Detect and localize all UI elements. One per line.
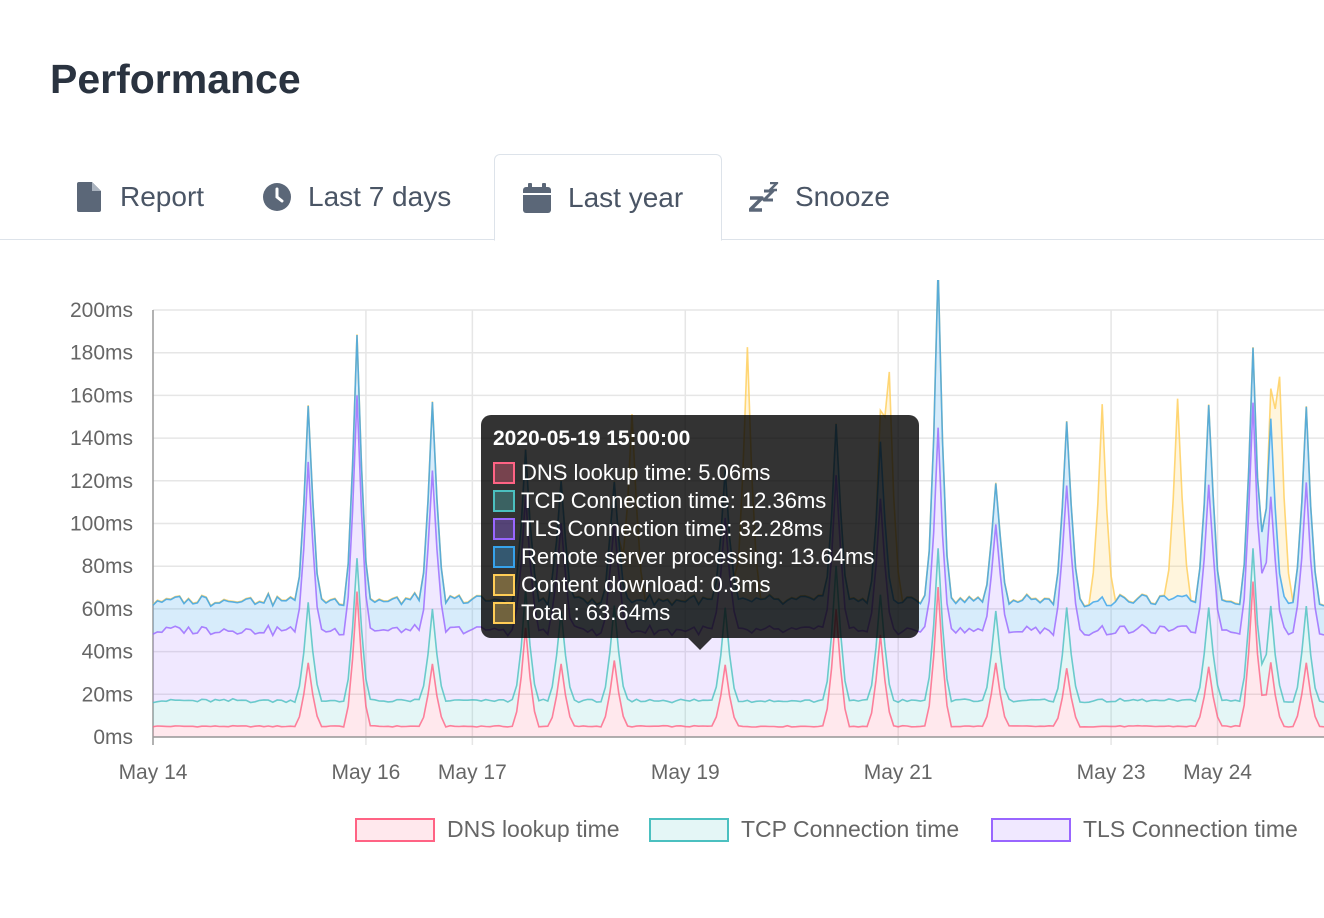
snooze-icon <box>749 182 779 212</box>
y-tick-label: 80ms <box>82 555 133 578</box>
y-tick-label: 60ms <box>82 598 133 621</box>
series-area-tcp-connection-time <box>153 548 1324 727</box>
performance-chart: 0ms 20ms 40ms 60ms 80ms 100ms 120ms 140ms 160ms 1… <box>70 280 1324 784</box>
series-area-dns-lookup-time <box>153 581 1324 737</box>
y-tick-label: 100ms <box>70 513 133 536</box>
tooltip-swatch <box>493 462 515 484</box>
series-line-dns-lookup-time <box>152 581 1324 728</box>
tab-bar: Report Last 7 days Last year Snooze <box>0 154 1324 241</box>
page-title: Performance <box>50 56 301 102</box>
legend-item-tcp[interactable]: TCP Connection time <box>649 816 959 843</box>
y-tick-label: 180ms <box>70 342 133 365</box>
y-tick-label: 200ms <box>70 299 133 322</box>
tooltip-row: Total : 63.64ms <box>493 599 907 627</box>
x-tick-label: May 16 <box>331 761 400 784</box>
legend-label-tcp: TCP Connection time <box>741 816 960 842</box>
clock-icon <box>262 182 292 212</box>
tooltip-row-text: TLS Connection time: 32.28ms <box>521 516 824 541</box>
chart-legend: DNS lookup time TCP Connection time TLS … <box>0 816 1324 846</box>
legend-swatch-tcp <box>649 817 729 842</box>
tooltip-row-text: Content download: 0.3ms <box>521 572 771 597</box>
legend-item-tls[interactable]: TLS Connection time <box>991 816 1298 843</box>
tooltip-swatch <box>493 490 515 512</box>
tooltip-row: TLS Connection time: 32.28ms <box>493 515 907 543</box>
tab-last-year-label: Last year <box>568 181 684 213</box>
file-icon <box>74 182 104 212</box>
legend-swatch-dns <box>355 817 435 842</box>
x-tick-label: May 19 <box>651 761 720 784</box>
legend-item-dns[interactable]: DNS lookup time <box>355 816 620 843</box>
tooltip-row-text: DNS lookup time: 5.06ms <box>521 460 771 485</box>
tooltip-row-text: TCP Connection time: 12.36ms <box>521 488 827 513</box>
x-tick-label: May 14 <box>119 761 188 784</box>
tooltip-swatch <box>493 574 515 596</box>
y-tick-label: 40ms <box>82 641 133 664</box>
legend-label-dns: DNS lookup time <box>447 816 620 842</box>
tooltip-title: 2020-05-19 15:00:00 <box>493 427 691 450</box>
tab-snooze[interactable]: Snooze <box>749 154 890 240</box>
tooltip-row: TCP Connection time: 12.36ms <box>493 487 907 515</box>
legend-label-tls: TLS Connection time <box>1083 816 1298 842</box>
tooltip-row-text: Remote server processing: 13.64ms <box>521 544 875 569</box>
tooltip-row: Content download: 0.3ms <box>493 571 907 599</box>
y-tick-label: 20ms <box>82 683 133 706</box>
y-tick-label: 120ms <box>70 470 133 493</box>
tooltip-caret <box>688 638 712 650</box>
tab-report[interactable]: Report <box>74 154 204 240</box>
tooltip-swatch <box>493 518 515 540</box>
x-tick-label: May 17 <box>438 761 507 784</box>
tooltip-row: DNS lookup time: 5.06ms <box>493 459 907 487</box>
series-line-tcp-connection-time <box>152 548 1324 704</box>
y-tick-label: 160ms <box>70 384 133 407</box>
y-tick-label: 140ms <box>70 427 133 450</box>
tab-report-label: Report <box>120 181 205 212</box>
legend-swatch-tls <box>991 817 1071 842</box>
tab-snooze-label: Snooze <box>795 181 890 212</box>
tab-last-7-days-label: Last 7 days <box>308 181 452 212</box>
chart-tooltip: 2020-05-19 15:00:00 DNS lookup time: 5.0… <box>481 415 919 638</box>
tooltip-swatch <box>493 602 515 624</box>
tooltip-swatch <box>493 546 515 568</box>
tab-last-7-days[interactable]: Last 7 days <box>262 154 451 240</box>
tab-last-year[interactable]: Last year <box>494 154 722 241</box>
x-tick-label: May 21 <box>864 761 933 784</box>
x-tick-label: May 23 <box>1077 761 1146 784</box>
x-tick-label: May 24 <box>1183 761 1252 784</box>
tooltip-row-text: Total : 63.64ms <box>521 600 671 625</box>
calendar-icon <box>522 182 552 213</box>
tooltip-row: Remote server processing: 13.64ms <box>493 543 907 571</box>
y-tick-label: 0ms <box>93 726 133 749</box>
series-area-tls-connection-time <box>153 395 1324 703</box>
